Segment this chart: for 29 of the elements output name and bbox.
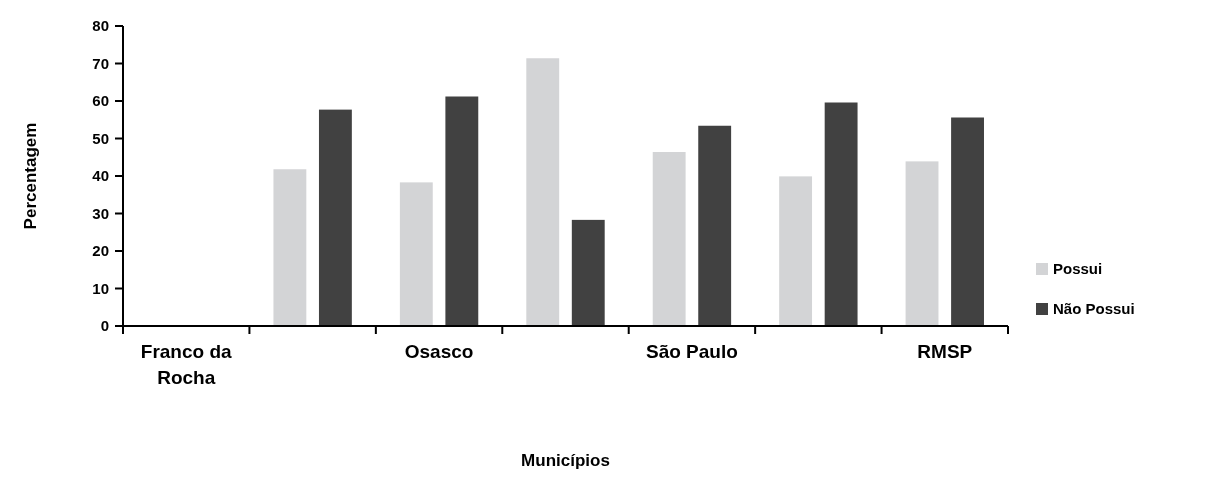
y-tick-label: 60: [92, 92, 109, 110]
bar: [273, 169, 307, 326]
bar: [445, 96, 479, 326]
y-tick-label: 70: [92, 54, 109, 72]
bar: [905, 161, 939, 326]
y-tick-label: 0: [100, 317, 109, 335]
y-tick-label: 30: [92, 204, 109, 222]
y-tick-label: 80: [92, 17, 109, 35]
x-tick-label: RMSP: [917, 341, 973, 362]
y-tick-label: 10: [92, 279, 109, 297]
y-tick-label: 40: [92, 167, 109, 185]
bar: [571, 219, 605, 326]
bar: [526, 58, 560, 326]
x-tick-label: São Paulo: [646, 341, 738, 362]
x-axis-title: Municípios: [521, 451, 610, 470]
bar: [318, 109, 352, 326]
legend-label: Possui: [1053, 260, 1103, 278]
x-tick-label: Osasco: [404, 341, 474, 362]
y-axis-title: Percentagem: [21, 122, 40, 230]
bar: [824, 102, 858, 326]
y-tick-label: 50: [92, 129, 109, 147]
bar: [698, 125, 732, 326]
bar: [779, 176, 813, 326]
bar: [399, 182, 433, 326]
legend-label: Não Possui: [1053, 300, 1135, 318]
x-tick-label: Franco da Rocha: [140, 341, 233, 388]
bar: [951, 117, 984, 326]
y-tick-label: 20: [92, 242, 109, 260]
bar: [652, 152, 686, 326]
